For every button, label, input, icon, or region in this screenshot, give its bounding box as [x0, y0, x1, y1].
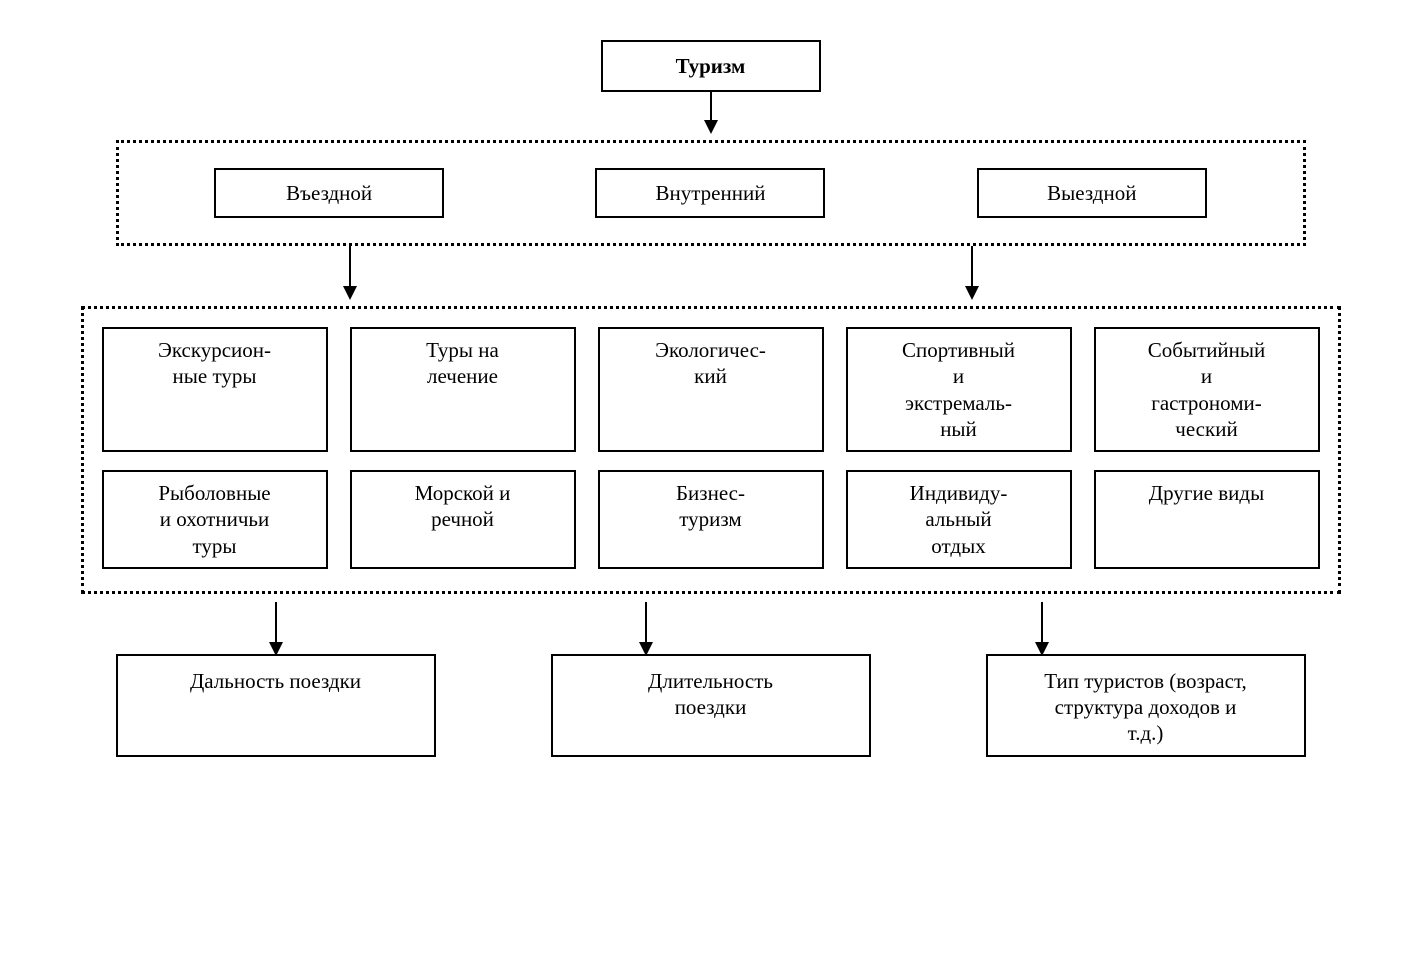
level3-label: Длительностьпоездки	[648, 668, 773, 721]
level2-label: Экологичес-кий	[655, 337, 766, 390]
level2-label: Другие виды	[1149, 480, 1264, 506]
level1-node-outbound: Выездной	[977, 168, 1207, 218]
level1-node-inbound: Въездной	[214, 168, 444, 218]
level3-label: Тип туристов (возраст,структура доходов …	[1044, 668, 1247, 747]
level2-label: Бизнес-туризм	[676, 480, 745, 533]
level2-node-sport: Спортивныйиэкстремаль-ный	[846, 327, 1072, 452]
level2-node-other: Другие виды	[1094, 470, 1320, 569]
level3-node-duration: Длительностьпоездки	[551, 654, 871, 757]
level2-node-fishing: Рыболовныеи охотничьитуры	[102, 470, 328, 569]
level2-row-2: Рыболовныеи охотничьитуры Морской иречно…	[102, 470, 1320, 569]
arrow-level1-level2-right	[971, 246, 973, 298]
level2-label: Спортивныйиэкстремаль-ный	[902, 337, 1015, 442]
root-row: Туризм	[51, 40, 1371, 92]
level3-label: Дальность поездки	[190, 668, 361, 694]
level3-row: Дальность поездки Длительностьпоездки Ти…	[116, 654, 1306, 757]
level2-node-business: Бизнес-туризм	[598, 470, 824, 569]
level1-group: Въездной Внутренний Выездной	[116, 140, 1306, 246]
level2-label: Туры налечение	[426, 337, 499, 390]
level1-label: Въездной	[286, 180, 372, 206]
arrow-root-level1	[710, 92, 712, 132]
arrow-level1-level2-left	[349, 246, 351, 298]
arrow-level2-level3-a	[275, 602, 277, 654]
root-label: Туризм	[676, 53, 746, 79]
level2-label: Морской иречной	[415, 480, 511, 533]
level2-node-sea: Морской иречной	[350, 470, 576, 569]
arrow-level2-level3-c	[1041, 602, 1043, 654]
level1-label: Внутренний	[656, 180, 766, 206]
level2-node-event: Событийныйигастрономи-ческий	[1094, 327, 1320, 452]
level3-node-tourist-type: Тип туристов (возраст,структура доходов …	[986, 654, 1306, 757]
level1-label: Выездной	[1047, 180, 1136, 206]
level2-label: Событийныйигастрономи-ческий	[1148, 337, 1266, 442]
arrow-level2-level3-b	[645, 602, 647, 654]
level3-node-distance: Дальность поездки	[116, 654, 436, 757]
level2-label: Индивиду-альныйотдых	[910, 480, 1008, 559]
level2-node-medical: Туры налечение	[350, 327, 576, 452]
tourism-diagram: Туризм Въездной Внутренний Выездной Экск…	[51, 40, 1371, 757]
level2-row-1: Экскурсион-ные туры Туры налечение Эколо…	[102, 327, 1320, 452]
root-node: Туризм	[601, 40, 821, 92]
level1-node-domestic: Внутренний	[595, 168, 825, 218]
level2-label: Экскурсион-ные туры	[158, 337, 271, 390]
level2-group: Экскурсион-ные туры Туры налечение Эколо…	[81, 306, 1341, 594]
level2-label: Рыболовныеи охотничьитуры	[158, 480, 270, 559]
level2-node-excursion: Экскурсион-ные туры	[102, 327, 328, 452]
level2-node-individual: Индивиду-альныйотдых	[846, 470, 1072, 569]
level2-node-ecological: Экологичес-кий	[598, 327, 824, 452]
